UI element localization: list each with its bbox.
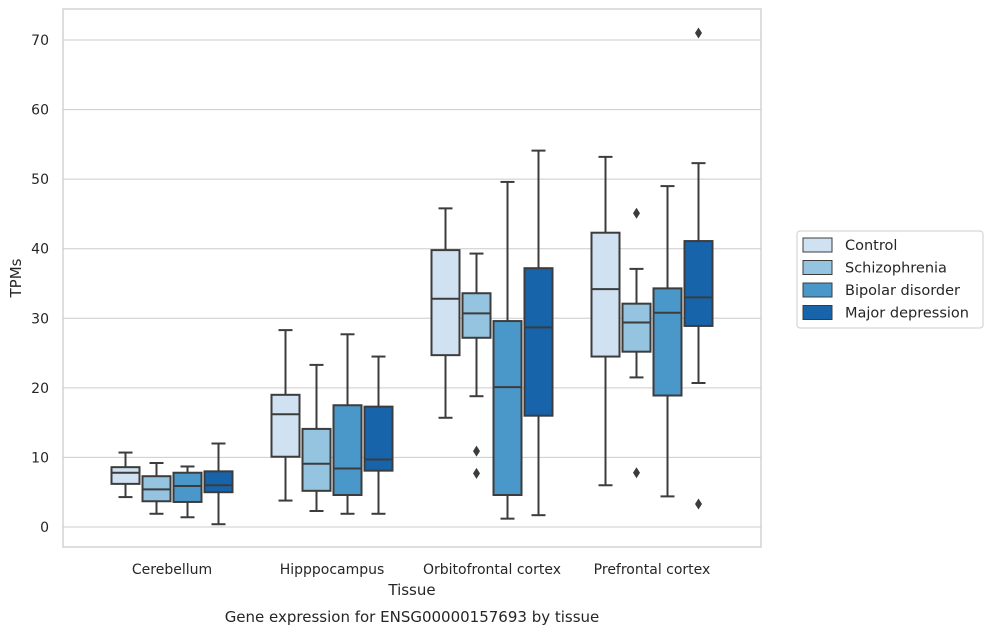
legend-swatch bbox=[802, 305, 833, 320]
y-tick-label: 70 bbox=[31, 33, 49, 49]
box bbox=[461, 252, 492, 479]
box bbox=[621, 207, 652, 479]
y-tick-label: 30 bbox=[31, 311, 49, 327]
legend-frame bbox=[796, 230, 984, 329]
box-iqr bbox=[461, 292, 492, 339]
legend-swatch bbox=[802, 237, 833, 253]
x-tick-labels: Cerebellum Hipppocampus Orbitofrontal cort… bbox=[132, 562, 710, 578]
box bbox=[270, 329, 301, 502]
outlier-point bbox=[473, 445, 480, 457]
box bbox=[492, 180, 523, 520]
box bbox=[141, 461, 172, 515]
y-tick-labels: 0 10 20 30 40 50 60 70 bbox=[31, 33, 49, 536]
legend-swatch bbox=[802, 260, 833, 275]
box bbox=[523, 149, 554, 517]
outlier-point bbox=[695, 27, 702, 39]
legend-label: Bipolar disorder bbox=[845, 283, 960, 299]
box-plot-series bbox=[110, 27, 714, 526]
outlier-point bbox=[473, 467, 480, 479]
outlier-point bbox=[633, 467, 640, 479]
box-iqr bbox=[363, 405, 394, 472]
box-iqr bbox=[621, 302, 652, 353]
legend-swatch bbox=[802, 282, 833, 298]
legend-label: Control bbox=[845, 238, 897, 254]
y-tick-label: 40 bbox=[31, 242, 49, 258]
box-iqr bbox=[203, 470, 234, 494]
box-iqr bbox=[332, 404, 363, 496]
y-tick-label: 10 bbox=[31, 450, 49, 466]
box-iqr bbox=[270, 393, 301, 458]
y-tick-label: 50 bbox=[31, 172, 49, 188]
box bbox=[110, 451, 141, 499]
outlier-point bbox=[695, 498, 702, 510]
series-bipolar-disorder bbox=[172, 180, 683, 520]
box-iqr bbox=[652, 287, 683, 397]
box-iqr bbox=[430, 249, 461, 357]
box bbox=[301, 363, 332, 512]
y-axis-label: TPMs bbox=[7, 258, 25, 298]
box bbox=[363, 355, 394, 515]
box-iqr bbox=[172, 471, 203, 503]
box bbox=[203, 442, 234, 526]
box bbox=[332, 333, 363, 515]
box-iqr bbox=[590, 231, 621, 358]
y-tick-label: 20 bbox=[31, 381, 49, 397]
x-tick-label: Hipppocampus bbox=[280, 562, 385, 578]
series-major-depression bbox=[203, 27, 714, 526]
outlier-point bbox=[633, 207, 640, 219]
x-axis-label: Tissue bbox=[387, 581, 435, 599]
x-tick-label: Prefrontal cortex bbox=[594, 562, 711, 578]
box bbox=[430, 207, 461, 419]
legend-label: Schizophrenia bbox=[845, 261, 947, 277]
figure-caption: Gene expression for ENSG00000157693 by t… bbox=[225, 608, 600, 626]
y-tick-label: 0 bbox=[40, 520, 49, 536]
box-iqr bbox=[110, 466, 141, 485]
y-tick-label: 60 bbox=[31, 103, 49, 119]
box-iqr bbox=[301, 427, 332, 492]
box-iqr bbox=[492, 320, 523, 496]
y-gridlines bbox=[63, 39, 761, 528]
box bbox=[652, 185, 683, 498]
x-tick-label: Cerebellum bbox=[132, 562, 212, 578]
box bbox=[683, 27, 714, 510]
box bbox=[590, 155, 621, 487]
box bbox=[172, 465, 203, 519]
plot-frame bbox=[62, 8, 762, 548]
series-schizophrenia bbox=[141, 207, 652, 515]
series-control bbox=[110, 155, 621, 502]
x-tick-label: Orbitofrontal cortex bbox=[423, 562, 561, 578]
legend-label: Major depression bbox=[845, 306, 969, 322]
box-iqr bbox=[683, 240, 714, 327]
legend: Control Schizophrenia Bipolar disorder Majo… bbox=[796, 230, 984, 329]
box-iqr bbox=[523, 267, 554, 417]
